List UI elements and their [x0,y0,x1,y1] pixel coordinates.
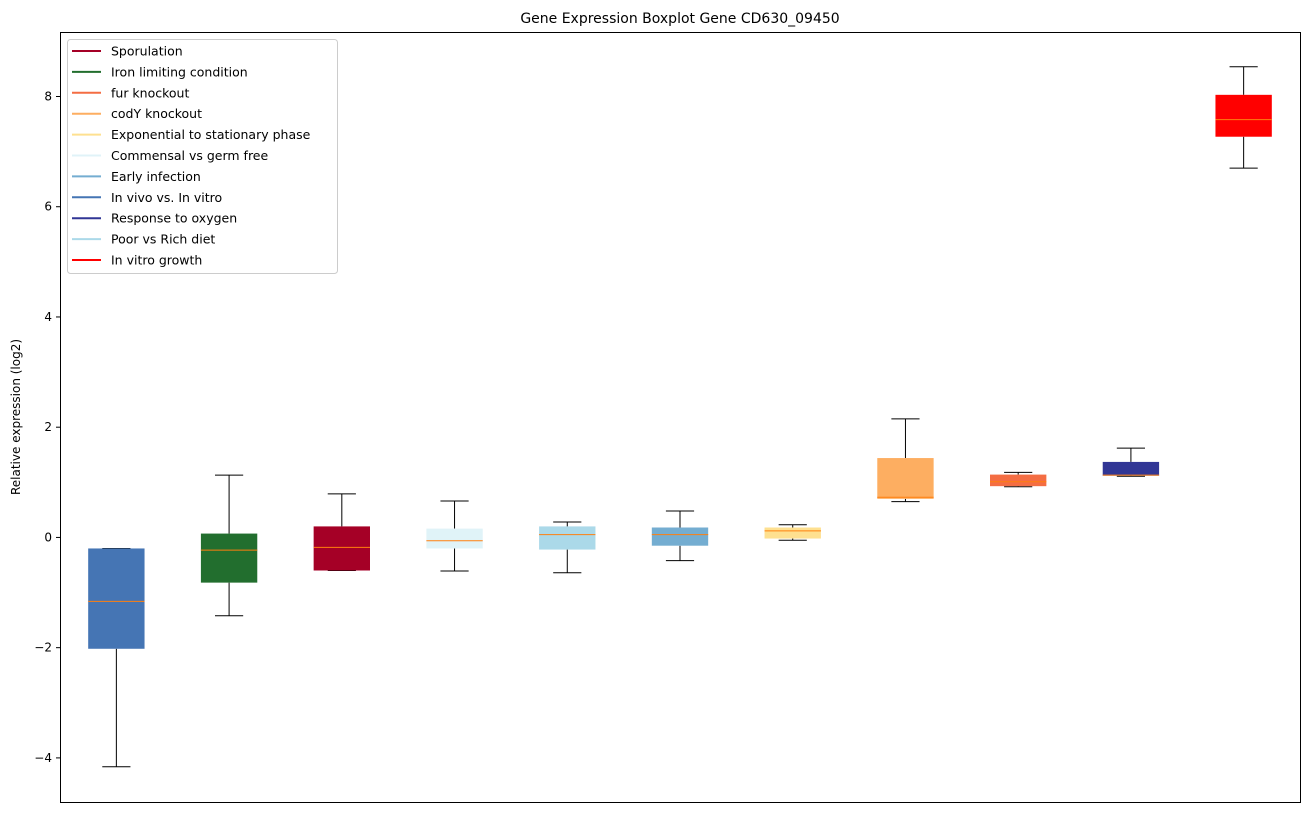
box-8 [877,418,934,503]
legend-label: Iron limiting condition [111,64,248,79]
y-tick-label: 0 [44,530,52,544]
box-11 [1215,66,1272,169]
legend-label: fur knockout [111,85,189,100]
legend: Sporulation Iron limiting condition fur kn… [67,39,338,274]
legend-label: codY knockout [111,106,202,121]
box-1 [88,547,145,768]
box-body [1215,94,1272,137]
y-tick-label: 2 [44,420,52,434]
box-4 [426,500,483,572]
box-6 [651,510,709,562]
legend-label: Response to oxygen [111,211,237,226]
legend-frame [67,39,338,274]
box-body [1102,461,1160,476]
legend-entry: fur knockout [72,85,189,100]
y-axis-label: Relative expression (log2) [9,339,23,495]
box-body [539,526,596,550]
y-tick-label: −2 [34,641,52,655]
box-2 [200,474,258,617]
box-body [313,526,370,571]
box-10 [1102,447,1160,477]
box-body [426,528,483,549]
y-tick-label: 8 [44,89,52,103]
legend-label: Commensal vs germ free [111,148,268,163]
box-body [200,533,258,583]
box-body [764,527,821,539]
legend-entry: Iron limiting condition [72,64,248,79]
box-body [651,527,709,546]
legend-entry: Commensal vs germ free [72,148,268,163]
box-7 [764,524,821,541]
legend-label: In vitro growth [111,253,202,268]
box-body [88,548,145,649]
box-3 [313,493,370,572]
legend-entry: In vitro growth [72,253,202,268]
legend-label: Poor vs Rich diet [111,232,215,247]
y-tick-label: −4 [34,751,52,765]
box-body [877,458,934,499]
y-tick-label: 6 [44,200,52,214]
legend-label: Exponential to stationary phase [111,127,311,142]
legend-entry: codY knockout [72,106,202,121]
chart-title: Gene Expression Boxplot Gene CD630_09450 [520,11,839,27]
legend-entry: Sporulation [72,44,183,59]
legend-entry: Exponential to stationary phase [72,127,311,142]
box-5 [539,521,596,574]
legend-entry: Early infection [72,169,201,184]
legend-label: Early infection [111,169,201,184]
box-9 [990,471,1047,488]
y-tick-label: 4 [44,310,52,324]
legend-entry: Poor vs Rich diet [72,232,215,247]
box-body [990,474,1047,487]
plot-frame [60,32,1301,803]
legend-entry: Response to oxygen [72,211,237,226]
legend-entry: In vivo vs. In vitro [72,190,222,205]
legend-label: In vivo vs. In vitro [111,190,222,205]
legend-label: Sporulation [111,44,183,59]
